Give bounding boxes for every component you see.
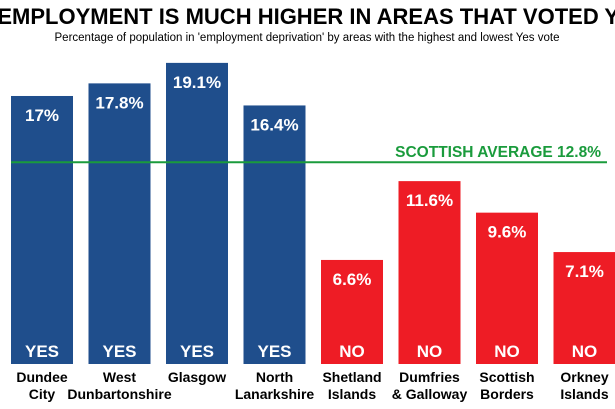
category-label-1-line-1: Dunbartonshire: [67, 386, 171, 402]
category-label-3: North Lanarkshire: [235, 369, 315, 402]
vote-label-6: NO: [494, 342, 520, 361]
bar-5: [398, 181, 461, 364]
vote-label-7: NO: [572, 342, 598, 361]
category-label-5-line-1: & Galloway: [392, 386, 468, 402]
chart-title: UNEMPLOYMENT IS MUCH HIGHER IN AREAS THA…: [0, 4, 615, 29]
category-label-1: West Dunbartonshire: [67, 369, 171, 402]
value-label-0: 17%: [25, 106, 59, 125]
vote-label-0: YES: [25, 342, 59, 361]
category-label-6: Scottish Borders: [479, 369, 534, 402]
vote-label-4: NO: [339, 342, 365, 361]
value-label-3: 16.4%: [250, 115, 298, 134]
category-label-1-line-0: West: [103, 369, 137, 385]
bar-0: [11, 95, 73, 364]
bar-3: [243, 105, 306, 365]
vote-label-3: YES: [257, 342, 291, 361]
value-label-4: 6.6%: [333, 270, 372, 289]
average-label: SCOTTISH AVERAGE 12.8%: [395, 144, 601, 161]
bar-1: [88, 83, 151, 364]
category-label-5-line-0: Dumfries: [399, 369, 460, 385]
category-label-7-line-0: Orkney: [560, 369, 608, 385]
value-label-1: 17.8%: [95, 93, 143, 112]
category-label-0: Dundee City: [16, 369, 68, 402]
category-label-4-line-0: Shetland: [322, 369, 381, 385]
category-label-4: Shetland Islands: [322, 369, 381, 402]
category-label-4-line-1: Islands: [328, 386, 376, 402]
bars-group: 17% YES 17.8% YES 19.1% YES 16.4% YES 6.6% NO 11.6…: [11, 62, 615, 365]
category-label-0-line-1: City: [29, 386, 56, 402]
value-label-7: 7.1%: [565, 262, 604, 281]
category-label-6-line-1: Borders: [480, 386, 534, 402]
category-label-5: Dumfries & Galloway: [392, 369, 468, 402]
value-label-6: 9.6%: [488, 223, 527, 242]
category-label-0-line-0: Dundee: [16, 369, 68, 385]
vote-label-5: NO: [417, 342, 443, 361]
value-label-5: 11.6%: [406, 191, 453, 210]
category-label-7: Orkney Islands: [560, 369, 608, 402]
vote-label-2: YES: [180, 342, 214, 361]
vote-label-1: YES: [102, 342, 136, 361]
category-label-2: Glasgow: [168, 369, 226, 385]
bar-4: [321, 259, 383, 364]
bar-2: [166, 62, 228, 364]
category-label-6-line-0: Scottish: [479, 369, 534, 385]
value-label-2: 19.1%: [173, 73, 221, 92]
bar-7: [553, 252, 615, 364]
category-label-7-line-1: Islands: [560, 386, 608, 402]
bar-6: [476, 212, 538, 364]
category-label-3-line-0: North: [256, 369, 293, 385]
category-label-2-line-0: Glasgow: [168, 369, 226, 385]
category-label-3-line-1: Lanarkshire: [235, 386, 315, 402]
chart-subtitle: Percentage of population in 'employment …: [55, 32, 560, 44]
